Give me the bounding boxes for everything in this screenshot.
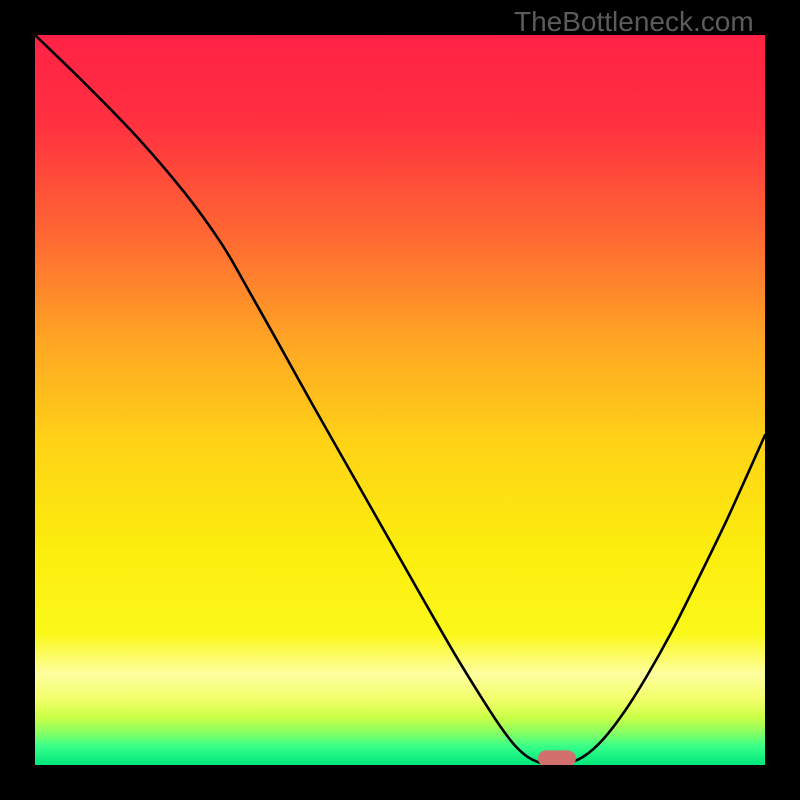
watermark-text: TheBottleneck.com [514, 6, 754, 38]
plot-svg [35, 35, 765, 765]
optimal-marker [538, 750, 576, 765]
plot-frame [35, 35, 765, 765]
